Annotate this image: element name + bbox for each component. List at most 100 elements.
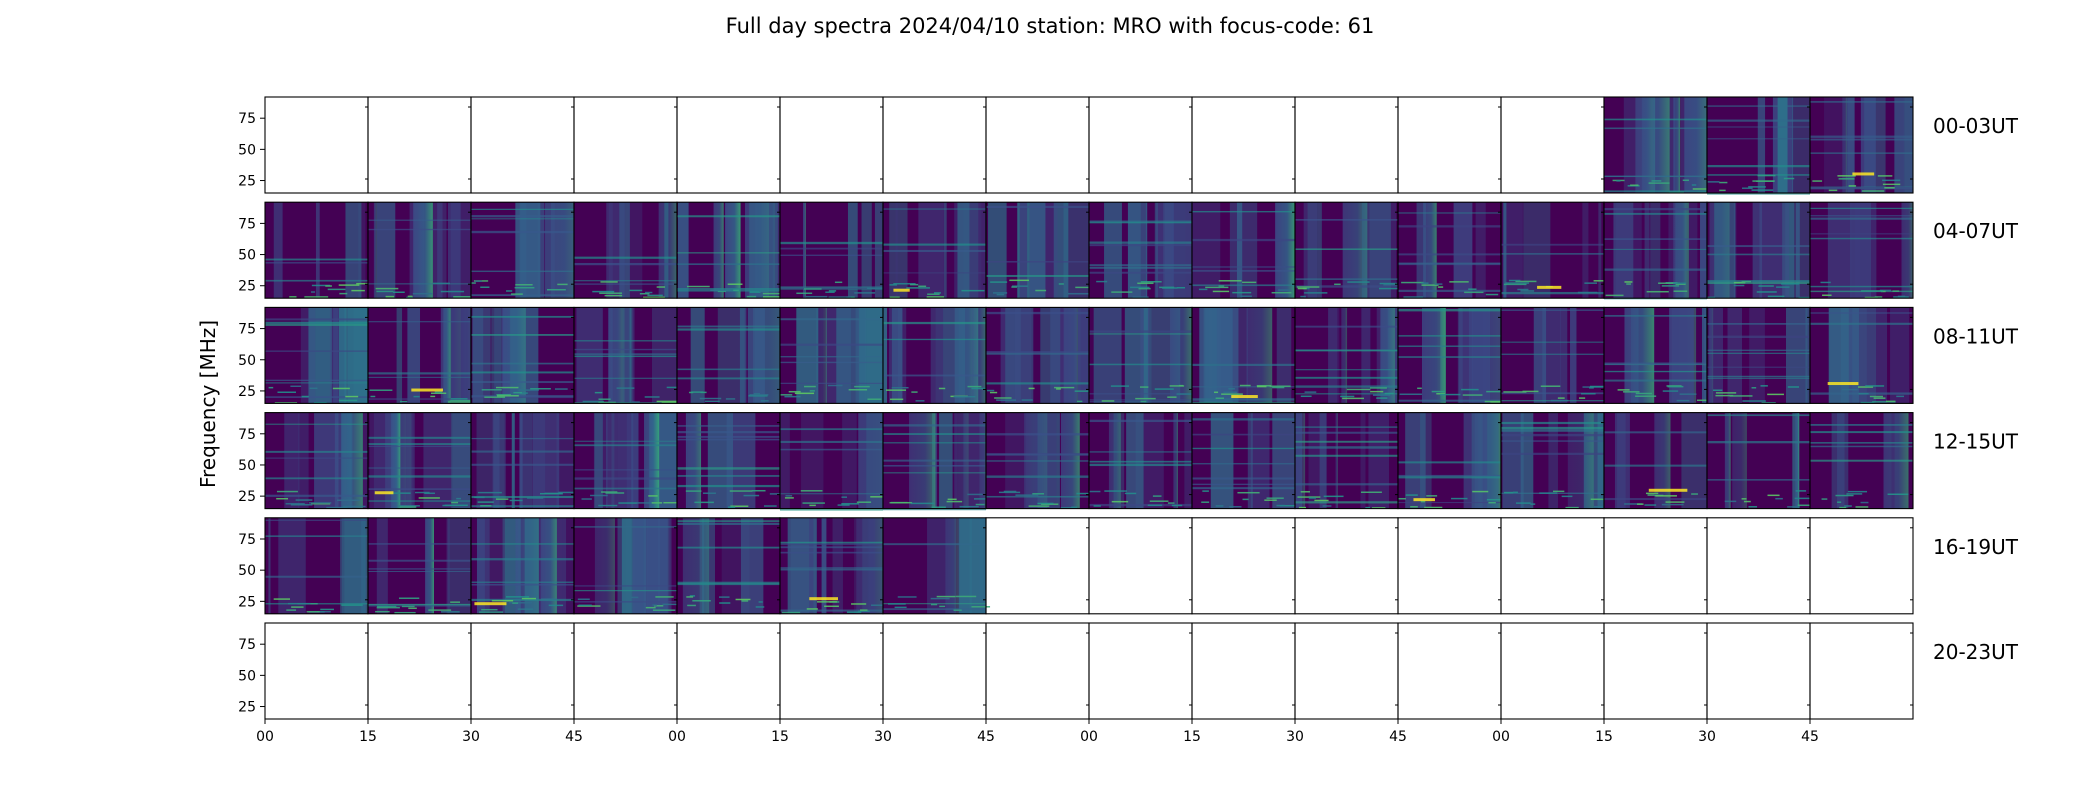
spectrogram-panel	[470, 306, 575, 404]
empty-panel	[1500, 96, 1605, 194]
row-label: 20-23UT	[1933, 640, 2019, 664]
empty-panel	[1088, 622, 1193, 720]
spectrogram-panel	[1294, 412, 1399, 510]
spectra-row-20-23UT: 25 50 75 20-23UT	[238, 622, 2019, 720]
spectrogram-panel	[470, 412, 577, 510]
empty-panel	[1397, 622, 1502, 720]
x-tick-label: 15	[1595, 729, 1613, 745]
empty-panel	[1809, 622, 1914, 720]
spectrogram-panel	[1603, 96, 1708, 194]
x-tick-label: 30	[1698, 729, 1716, 745]
y-tick-label: 25	[238, 700, 256, 716]
spectrogram-panel	[264, 412, 369, 510]
spectrogram-panel	[1809, 201, 1914, 299]
spectrogram-panel	[367, 306, 472, 404]
spectrogram-panel	[1500, 201, 1613, 299]
empty-panel	[1191, 517, 1296, 615]
empty-panel	[264, 622, 369, 720]
empty-panel	[985, 622, 1090, 720]
spectrogram-panel	[1088, 306, 1196, 404]
row-label: 16-19UT	[1933, 535, 2019, 559]
spectrogram-panel	[1809, 306, 1914, 404]
spectrogram-panel	[1706, 96, 1811, 195]
spectra-row-08-11UT: 25 50 75 08-11UT	[238, 306, 2019, 404]
empty-panel	[367, 96, 472, 194]
y-tick-label: 25	[238, 384, 256, 400]
spectrogram-panel	[470, 201, 575, 299]
y-tick-label: 50	[238, 458, 256, 474]
spectrogram-panel	[1191, 201, 1296, 299]
empty-panel	[779, 96, 884, 194]
spectrogram-panel	[1603, 201, 1708, 300]
empty-panel	[1191, 622, 1296, 720]
y-tick-label: 75	[238, 637, 256, 653]
spectrogram-panel	[1191, 412, 1301, 510]
spectrogram-panel	[573, 517, 684, 615]
x-tick-label: 15	[1183, 729, 1201, 745]
y-tick-label: 25	[238, 279, 256, 295]
empty-panel	[1088, 517, 1193, 615]
row-label: 12-15UT	[1933, 430, 2019, 454]
spectrogram-panel	[676, 201, 785, 299]
spectrogram-panel	[882, 412, 987, 511]
spectrogram-panel	[1397, 201, 1502, 299]
row-label: 04-07UT	[1933, 219, 2019, 243]
x-tick-label: 45	[1801, 729, 1819, 745]
empty-panel	[1191, 96, 1296, 194]
empty-panel	[470, 622, 575, 720]
empty-panel	[1706, 622, 1811, 720]
spectrogram-panel	[573, 412, 687, 510]
empty-panel	[985, 517, 1090, 615]
spectrogram-panel	[1500, 412, 1605, 510]
empty-panel	[779, 622, 884, 720]
x-tick-label: 00	[1080, 729, 1098, 745]
spectrogram-panel	[1706, 306, 1811, 404]
spectrogram-panel	[1706, 412, 1816, 510]
spectra-row-04-07UT: 25 50 75 04-07UT	[238, 201, 2019, 300]
spectrogram-panel	[1809, 96, 1914, 194]
y-tick-label: 50	[238, 142, 256, 158]
spectra-row-16-19UT: 25 50 75 16-19UT	[238, 517, 2019, 615]
row-label: 00-03UT	[1933, 114, 2019, 138]
empty-panel	[1603, 622, 1708, 720]
empty-panel	[1397, 517, 1502, 615]
spectrogram-panel	[1088, 412, 1193, 510]
empty-panel	[573, 96, 678, 194]
spectra-row-00-03UT: 25 50 75 00-03UT	[238, 96, 2019, 195]
spectrogram-panel	[882, 306, 987, 404]
empty-panel	[470, 96, 575, 194]
x-tick-label: 30	[1286, 729, 1304, 745]
empty-panel	[882, 96, 987, 194]
y-tick-label: 75	[238, 111, 256, 127]
spectrogram-panel	[1500, 306, 1608, 404]
empty-panel	[367, 622, 472, 720]
x-tick-label: 00	[256, 729, 274, 745]
empty-panel	[1603, 517, 1708, 615]
empty-panel	[1088, 96, 1193, 194]
spectrogram-panel	[470, 517, 575, 615]
empty-panel	[1706, 517, 1811, 615]
chart-title: Full day spectra 2024/04/10 station: MRO…	[726, 14, 1375, 38]
spectrogram-panel	[676, 306, 781, 404]
spectrogram-panel	[1088, 201, 1193, 299]
empty-panel	[676, 622, 781, 720]
spectrogram-panel	[985, 306, 1092, 404]
y-tick-label: 25	[238, 489, 256, 505]
x-tick-label: 15	[359, 729, 377, 745]
row-label: 08-11UT	[1933, 324, 2019, 348]
y-tick-label: 75	[238, 427, 256, 443]
spectrogram-panel	[779, 517, 890, 615]
spectrogram-panel	[573, 306, 684, 404]
spectrogram-panel	[264, 201, 372, 299]
y-tick-label: 25	[238, 594, 256, 610]
x-tick-label: 45	[565, 729, 583, 745]
spectrogram-panel	[882, 201, 987, 299]
spectrogram-panel	[985, 412, 1100, 510]
spectrogram-panel	[367, 517, 472, 615]
spectrogram-panel	[676, 517, 781, 615]
y-tick-label: 25	[238, 174, 256, 190]
spectrogram-panel	[1294, 306, 1399, 404]
x-tick-label: 30	[462, 729, 480, 745]
spectrogram-panel	[264, 517, 369, 615]
